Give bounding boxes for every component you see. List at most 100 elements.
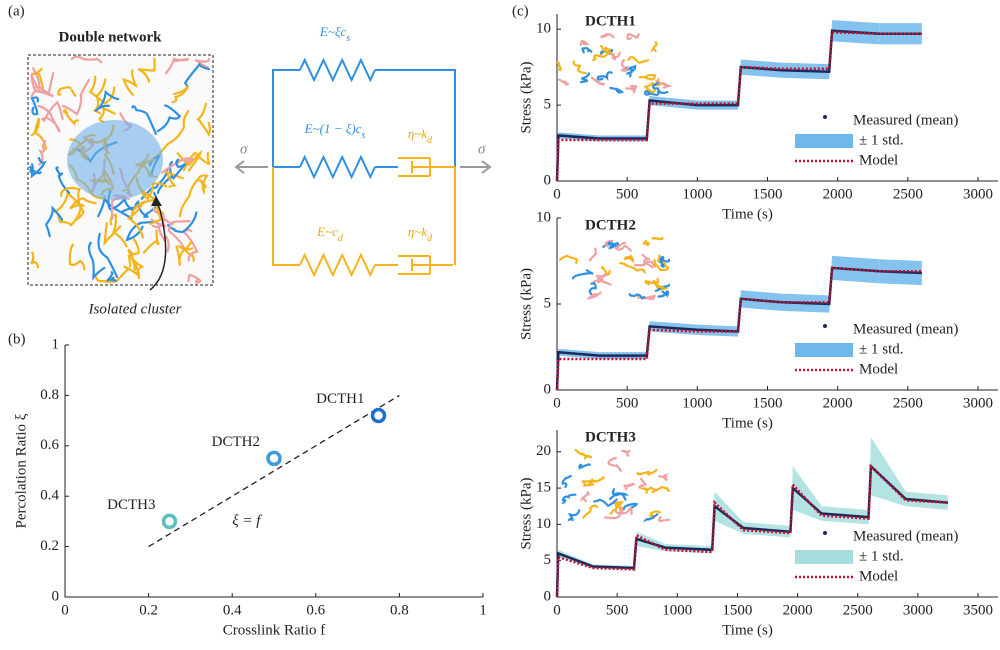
y-tick-label: 0.2 (40, 538, 59, 554)
strand (628, 293, 646, 300)
strand (588, 247, 597, 262)
strand (126, 200, 145, 239)
y-tick-label: 0.6 (40, 437, 59, 453)
strand (642, 239, 650, 246)
strand (592, 51, 610, 62)
strand (622, 502, 639, 511)
strand (131, 105, 157, 135)
dashpot-label-sub: d (427, 135, 433, 146)
strand (181, 229, 199, 262)
legend-label: Model (859, 568, 898, 584)
circuit: σ σ E~ξcs E~(1 − ξ)cs E~cd η~kd η~kd (234, 24, 492, 278)
y-tick-label: 0 (544, 172, 552, 188)
legend-label: Measured (mean) (853, 321, 958, 337)
strand (654, 283, 671, 292)
spring-label-sub: d (338, 233, 344, 244)
strand (94, 90, 120, 113)
strand (182, 151, 211, 172)
x-tick-label: 500 (616, 186, 639, 202)
strand (176, 149, 203, 172)
strand (37, 105, 61, 133)
strand (107, 189, 134, 211)
x-tick-label: 1500 (753, 186, 783, 202)
point (370, 407, 387, 424)
sample-network (558, 236, 671, 301)
dashpot-label-main: η~k (408, 224, 427, 239)
panel-label: (a) (8, 3, 25, 19)
y-tick-label: 0 (52, 588, 60, 604)
strand (196, 102, 212, 137)
strand (172, 158, 187, 180)
strand (164, 57, 190, 75)
strand (638, 73, 656, 81)
dashpot-label: η~kd (408, 126, 433, 146)
strand (30, 117, 47, 151)
stress-label: σ (478, 141, 486, 157)
strand (623, 255, 634, 264)
strand (122, 69, 139, 96)
y-tick-label: 20 (536, 443, 551, 459)
strand (608, 241, 620, 249)
sample-network (561, 448, 671, 523)
strand (578, 463, 591, 470)
strand (55, 166, 71, 194)
legend-label: Model (859, 361, 898, 377)
fit-line (148, 394, 400, 548)
panel-label: (b) (8, 331, 26, 347)
y-tick-label: 0.8 (40, 387, 59, 403)
strand (643, 513, 659, 523)
wire (272, 69, 456, 168)
strand (171, 85, 190, 104)
strand (106, 271, 117, 283)
strand (98, 106, 116, 124)
spring-label-main: E~(1 − ξ)c (304, 121, 362, 136)
strand (97, 232, 119, 278)
arrow-head (151, 196, 162, 206)
spring (299, 57, 376, 83)
strand (614, 507, 633, 516)
y-tick-label: 10 (536, 516, 551, 532)
x-tick-label: 0 (553, 602, 561, 618)
strand (556, 61, 562, 71)
strand (61, 78, 90, 116)
y-tick-label: 0 (544, 588, 552, 604)
strand (636, 294, 656, 301)
strand (625, 84, 638, 95)
strand (636, 469, 658, 476)
y-tick-label: 5 (544, 295, 552, 311)
strand (156, 104, 182, 133)
strand (658, 473, 669, 482)
x-axis-label: Time (s) (722, 622, 773, 638)
strand (561, 474, 572, 489)
x-tick-label: 1000 (662, 602, 692, 618)
strand (38, 139, 47, 166)
strand (574, 448, 593, 460)
legend-label: Model (859, 152, 898, 168)
x-tick-label: 1000 (682, 395, 712, 411)
point (266, 450, 282, 467)
strand (571, 269, 594, 280)
chart-title: DCTH2 (585, 217, 636, 233)
strand (69, 197, 97, 210)
strand (30, 251, 39, 269)
spring (299, 252, 376, 278)
x-tick-label: 2500 (893, 186, 923, 202)
strand (167, 220, 191, 248)
strand (57, 86, 77, 97)
strand (138, 182, 168, 201)
strand (41, 100, 64, 123)
strand (604, 239, 614, 248)
strand (580, 72, 591, 84)
legend-symbol (795, 134, 853, 148)
strand (30, 73, 40, 100)
strand (572, 60, 588, 75)
strand (657, 254, 668, 268)
strand (582, 504, 599, 519)
strand (653, 259, 670, 272)
strand (59, 186, 82, 211)
std-band (714, 491, 744, 534)
dashpot (398, 255, 453, 275)
x-tick-label: 2500 (843, 602, 873, 618)
strand (57, 205, 83, 227)
strand (68, 243, 86, 271)
